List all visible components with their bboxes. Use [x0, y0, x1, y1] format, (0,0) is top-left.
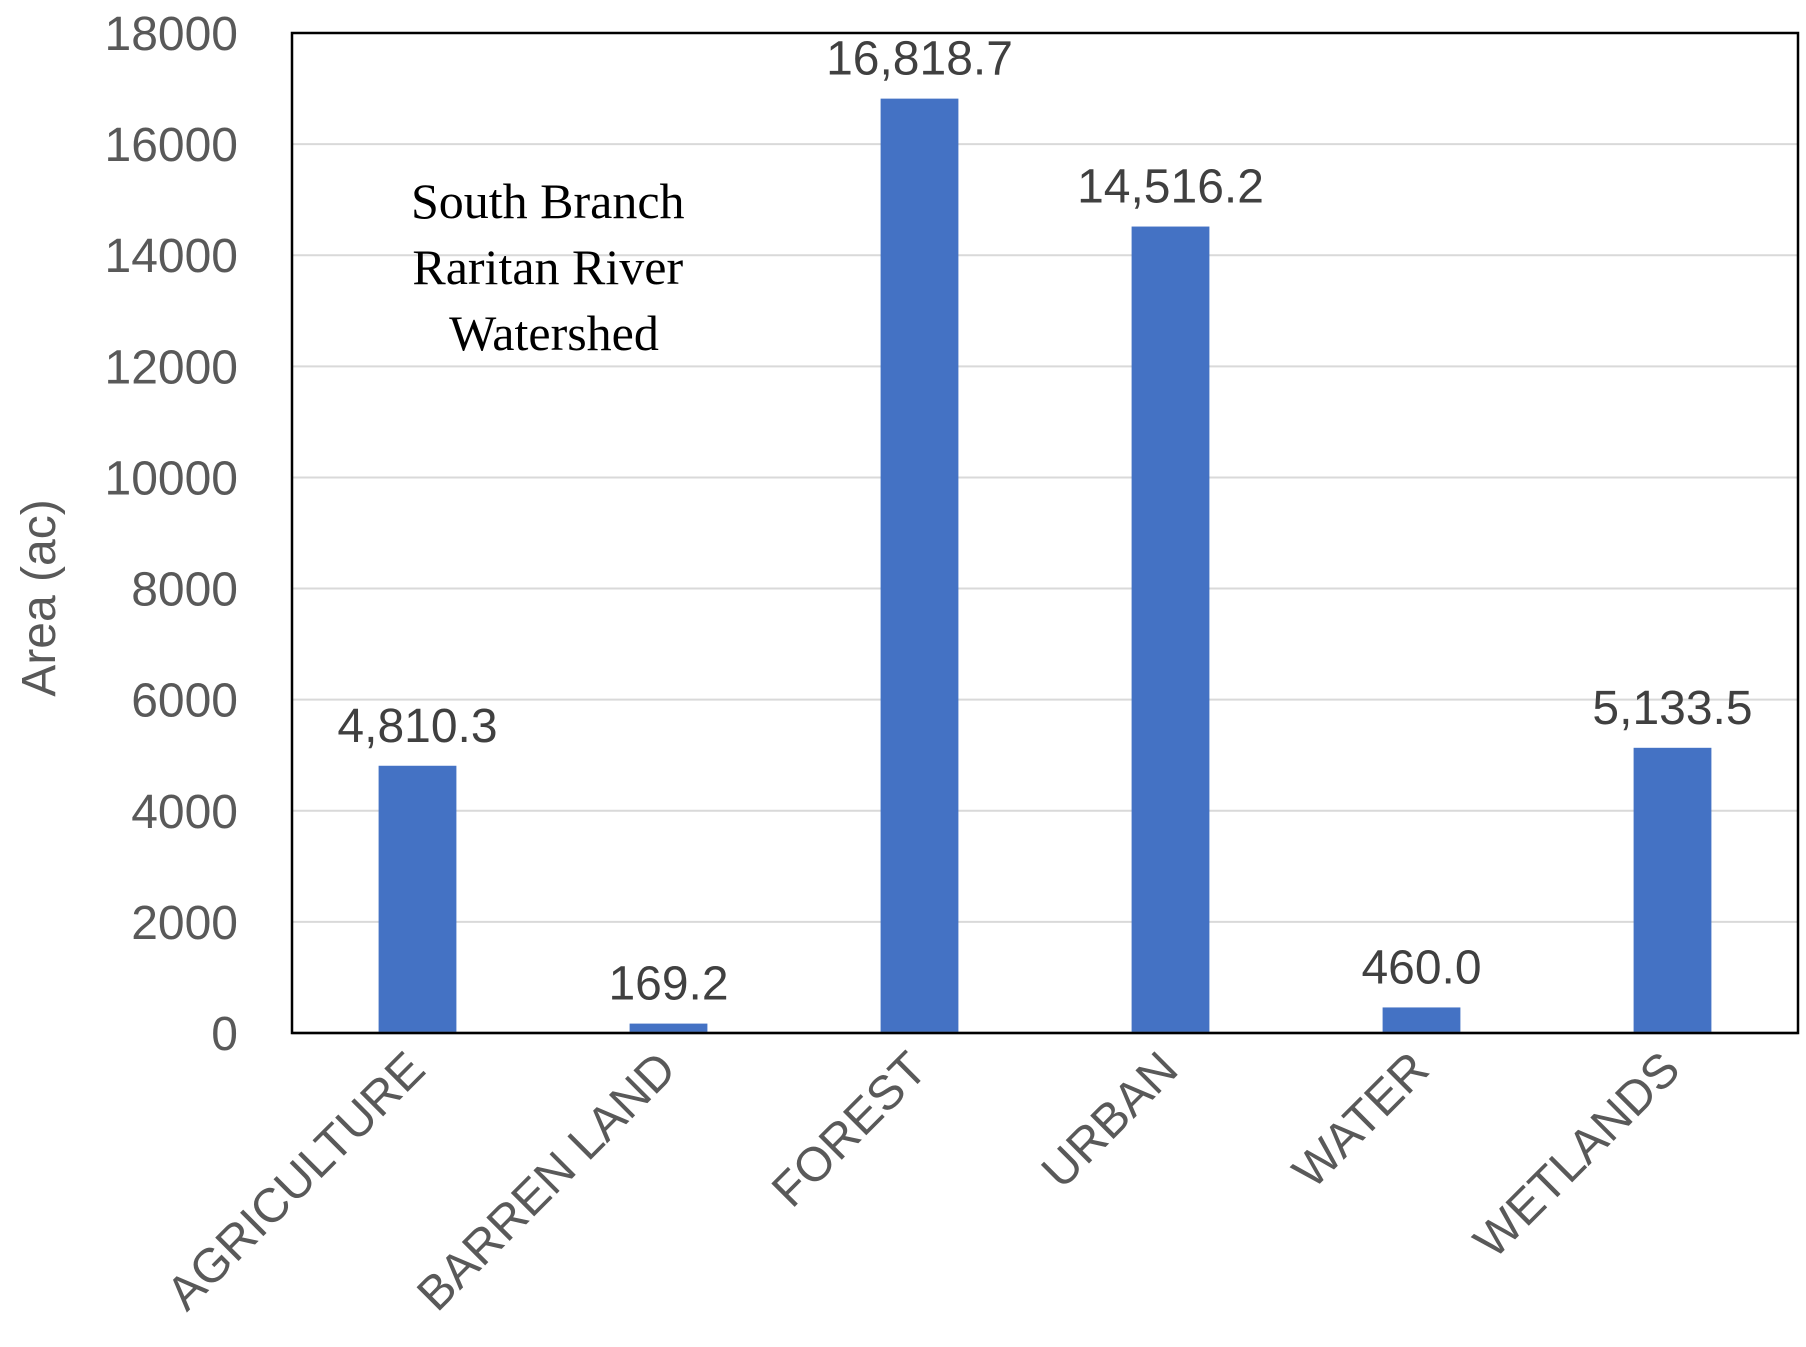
bar [629, 1023, 708, 1033]
annotation-line-1: South Branch [411, 173, 685, 229]
data-label: 5,133.5 [1592, 682, 1752, 735]
y-tick-label: 2000 [131, 897, 238, 950]
x-category-label: WATER [1283, 1042, 1439, 1198]
bar [1382, 1007, 1461, 1033]
bars [378, 98, 1712, 1034]
bar [1131, 226, 1210, 1034]
data-labels: 4,810.3 169.2 16,818.7 14,516.2 460.0 5,133.5 [337, 33, 1752, 1011]
x-category-label: AGRICULTURE [157, 1042, 435, 1320]
x-category-label: BARREN LAND [407, 1042, 686, 1321]
x-category-label: WETLANDS [1464, 1042, 1690, 1268]
data-label: 460.0 [1361, 941, 1481, 994]
y-tick-label: 12000 [105, 341, 238, 394]
y-tick-label: 4000 [131, 786, 238, 839]
x-category-label: FOREST [762, 1042, 937, 1217]
y-tick-label: 18000 [105, 8, 238, 61]
bar [1633, 747, 1712, 1033]
y-tick-label: 16000 [105, 119, 238, 172]
data-label: 14,516.2 [1077, 161, 1264, 214]
gridlines [292, 32, 1798, 923]
annotation-line-2: Raritan River [412, 239, 683, 295]
chart-annotation: South Branch Raritan River Watershed [411, 173, 697, 361]
y-tick-label: 14000 [105, 230, 238, 283]
y-axis-tick-labels: 0 2000 4000 6000 8000 10000 12000 14000 16000 180… [105, 8, 238, 1061]
y-tick-label: 10000 [105, 452, 238, 505]
x-category-label: URBAN [1032, 1042, 1188, 1198]
data-label: 16,818.7 [826, 33, 1013, 86]
data-label: 4,810.3 [337, 700, 497, 753]
bar [378, 765, 457, 1033]
data-label: 169.2 [608, 958, 728, 1011]
annotation-line-3: Watershed [449, 305, 659, 361]
y-tick-label: 6000 [131, 675, 238, 728]
bar [880, 98, 959, 1033]
y-tick-label: 0 [211, 1008, 238, 1061]
y-axis-title: Area (ac) [13, 499, 66, 696]
y-tick-label: 8000 [131, 564, 238, 617]
plot-area-border [290, 31, 1800, 1035]
